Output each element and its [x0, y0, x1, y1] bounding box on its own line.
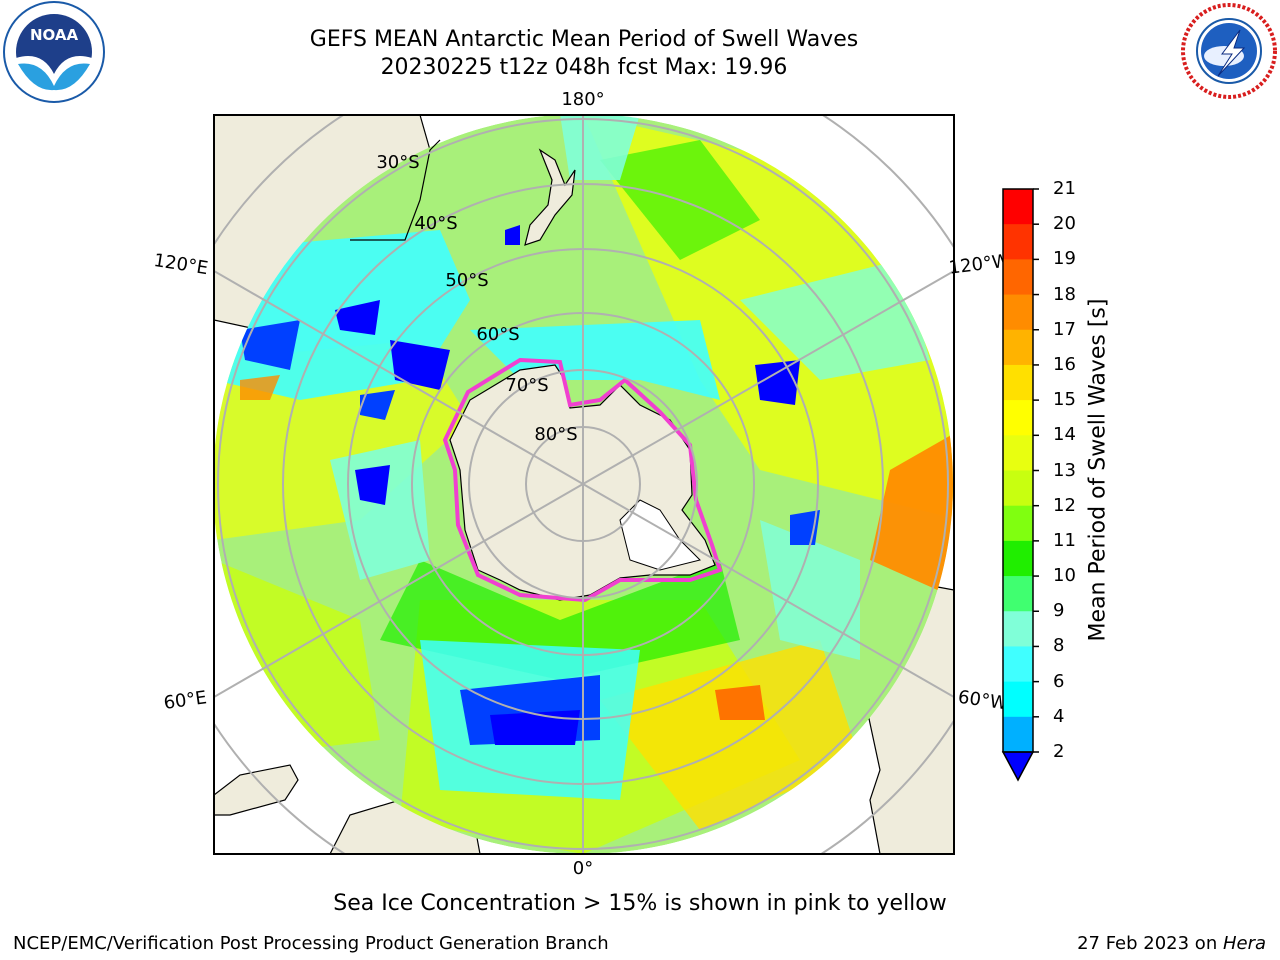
- nws-logo-icon: [1178, 0, 1280, 106]
- lon-label-120e: 120°E: [152, 250, 209, 279]
- colorbar-tick-label: 15: [1053, 389, 1076, 411]
- chart-title: GEFS MEAN Antarctic Mean Period of Swell…: [309, 27, 859, 52]
- colorbar-tick-label: 18: [1053, 283, 1076, 305]
- colorbar-tick-label: 17: [1053, 318, 1076, 340]
- lon-label-0: 0°: [573, 858, 593, 879]
- footer-host: Hera: [1222, 933, 1266, 954]
- colorbar-label: Mean Period of Swell Waves [s]: [1085, 298, 1111, 642]
- chart-subtitle: 20230225 t12z 048h fcst Max: 19.96: [380, 55, 788, 80]
- noaa-logo-text: NOAA: [30, 26, 79, 44]
- lat-label-40s: 40°S: [414, 213, 457, 234]
- footer-date: 27 Feb 2023 on Hera: [1077, 933, 1266, 954]
- sea-ice-edge: [442, 357, 723, 603]
- colorbar-block: [1003, 400, 1033, 436]
- colorbar-block: [1003, 646, 1033, 683]
- colorbar-tick-label: 8: [1053, 635, 1065, 657]
- colorbar-tick-label: 9: [1053, 600, 1065, 622]
- footer-date-text: 27 Feb 2023 on: [1077, 933, 1223, 954]
- colorbar-block: [1003, 224, 1033, 260]
- graticule-outer: [214, 115, 954, 854]
- colorbar-block: [1003, 435, 1033, 471]
- lat-label-50s: 50°S: [445, 270, 488, 291]
- colorbar-block: [1003, 505, 1033, 542]
- colorbar-tick-label: 10: [1053, 565, 1076, 587]
- lat-label-60s: 60°S: [476, 324, 519, 345]
- colorbar-block: [1003, 540, 1033, 577]
- colorbar-tick-label: 6: [1053, 670, 1065, 692]
- colorbar-block: [1003, 576, 1033, 612]
- lon-label-180: 180°: [561, 89, 604, 110]
- colorbar-block: [1003, 329, 1033, 366]
- sea-ice-note: Sea Ice Concentration > 15% is shown in …: [333, 891, 947, 916]
- colorbar-tick-label: 12: [1053, 494, 1076, 516]
- colorbar-block: [1003, 716, 1033, 753]
- lat-label-30s: 30°S: [376, 152, 419, 173]
- lon-label-60e: 60°E: [162, 687, 208, 714]
- colorbar-block: [1003, 470, 1033, 507]
- noaa-logo-icon: NOAA: [2, 0, 106, 108]
- colorbar-block: [1003, 189, 1033, 225]
- colorbar-block: [1003, 259, 1033, 296]
- lat-label-70s: 70°S: [505, 375, 548, 396]
- lat-label-80s: 80°S: [534, 424, 577, 445]
- colorbar-extend-arrow: [1001, 751, 1035, 782]
- colorbar-tick-label: 4: [1053, 705, 1065, 727]
- colorbar-tick-label: 19: [1053, 248, 1076, 270]
- colorbar-tick-label: 13: [1053, 459, 1076, 481]
- colorbar-block: [1003, 681, 1033, 718]
- colorbar-block: [1003, 294, 1033, 331]
- colorbar-tick-label: 11: [1053, 529, 1076, 551]
- lon-label-60w: 60°W: [957, 687, 1009, 715]
- colorbar-tick-label: 14: [1053, 424, 1076, 446]
- colorbar-tick-marks: [1033, 188, 1039, 753]
- colorbar-tick-label: 20: [1053, 213, 1076, 235]
- lon-label-120w: 120°W: [948, 250, 1011, 278]
- colorbar-tick-label: 2: [1053, 741, 1065, 762]
- footer-credit: NCEP/EMC/Verification Post Processing Pr…: [13, 933, 609, 954]
- colorbar-tick-label: 21: [1053, 178, 1076, 199]
- colorbar-block: [1003, 611, 1033, 647]
- colorbar-block: [1003, 364, 1033, 401]
- map-frame: [213, 114, 955, 855]
- colorbar: [1003, 189, 1033, 753]
- colorbar-tick-label: 16: [1053, 353, 1076, 375]
